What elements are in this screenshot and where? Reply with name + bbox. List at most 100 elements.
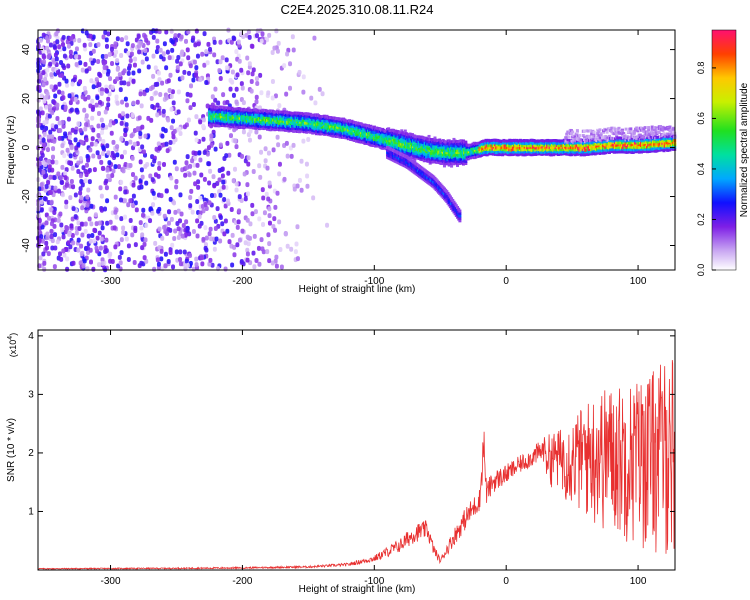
heatmap-cell [192,162,197,168]
heatmap-cell [73,192,78,198]
heatmap-cell [193,130,198,136]
heatmap-cell [140,59,145,65]
heatmap-cell [224,57,229,63]
heatmap-cell [266,150,271,156]
heatmap-cell [236,39,241,45]
heatmap-cell [213,226,218,232]
heatmap-cell [153,65,158,71]
heatmap-cell [52,264,57,270]
heatmap-cell [83,46,88,52]
heatmap-cell [590,132,594,136]
heatmap-cell [78,156,83,162]
heatmap-cell [131,70,136,76]
heatmap-cell [235,242,240,248]
heatmap-cell [185,154,190,160]
heatmap-cell [288,85,293,91]
heatmap-cell [249,78,254,84]
heatmap-cell [209,136,214,142]
heatmap-cell [90,98,95,104]
heatmap-cell [182,124,187,130]
heatmap-cell [175,65,180,71]
heatmap-cell [86,187,91,193]
heatmap-cell [121,229,126,235]
heatmap-cell [621,128,625,132]
heatmap-cell [115,144,120,150]
heatmap-cell [144,56,149,62]
heatmap-cell [274,28,279,34]
heatmap-cell [88,259,93,265]
heatmap-cell [157,77,162,83]
heatmap-cell [96,59,101,65]
heatmap-cell [50,238,55,244]
heatmap-cell [142,255,147,261]
heatmap-cell [140,245,145,251]
heatmap-cell [57,135,62,141]
heatmap-cell [209,133,214,139]
heatmap-cell [74,46,79,52]
heatmap-cell [161,108,166,114]
heatmap-cell [131,100,136,106]
heatmap-cell [186,117,191,123]
heatmap-cell [157,165,162,171]
heatmap-cell [88,147,93,153]
heatmap-cell [99,159,104,165]
heatmap-cell [139,167,144,173]
heatmap-cell [220,166,225,172]
heatmap-cell [84,172,89,178]
heatmap-cell [80,182,85,188]
heatmap-cell [245,55,250,61]
heatmap-cell [164,188,169,194]
heatmap-cell [55,39,60,45]
heatmap-cell [480,149,484,153]
heatmap-cell [237,194,242,200]
heatmap-cell [74,230,79,236]
heatmap-cell [46,251,51,257]
heatmap-cell [126,70,131,76]
heatmap-cell [37,237,42,243]
heatmap-cell [65,147,70,153]
heatmap-cell [145,87,150,93]
heatmap-cell [106,102,111,108]
heatmap-cell [276,40,281,46]
heatmap-cell [80,140,85,146]
heatmap-cell [271,223,276,229]
heatmap-cell [194,114,199,120]
heatmap-cell [119,154,124,160]
heatmap-cell [312,35,317,41]
heatmap-cell [301,74,306,80]
heatmap-cell [97,99,102,105]
heatmap-cell [456,164,460,168]
heatmap-cell [136,33,141,39]
heatmap-cell [235,224,240,230]
heatmap-cell [413,158,417,162]
heatmap-cell [237,237,242,243]
heatmap-cell [174,178,179,184]
heatmap-cell [250,43,255,49]
heatmap-cell [194,262,199,268]
heatmap-cell [119,216,124,222]
heatmap-cell [84,137,89,143]
heatmap-cell [59,60,64,66]
heatmap-cell [87,216,92,222]
heatmap-cell [188,163,193,169]
heatmap-cell [69,144,74,150]
heatmap-cell [143,34,148,40]
heatmap-cell [125,113,130,119]
heatmap-cell [224,153,229,159]
heatmap-cell [232,244,237,250]
heatmap-cell [101,60,106,66]
heatmap-cell [96,123,101,129]
heatmap-cell [295,224,300,230]
heatmap-cell [371,136,375,140]
heatmap-cell [407,152,411,156]
heatmap-cell [575,129,579,133]
heatmap-cell [172,159,177,165]
heatmap-cell [207,231,212,237]
heatmap-cell [206,41,211,47]
heatmap-cell [158,92,163,98]
heatmap-cell [630,130,634,134]
heatmap-cell [248,221,253,227]
heatmap-cell [76,247,81,253]
heatmap-cell [197,214,202,220]
heatmap-cell [188,105,193,111]
